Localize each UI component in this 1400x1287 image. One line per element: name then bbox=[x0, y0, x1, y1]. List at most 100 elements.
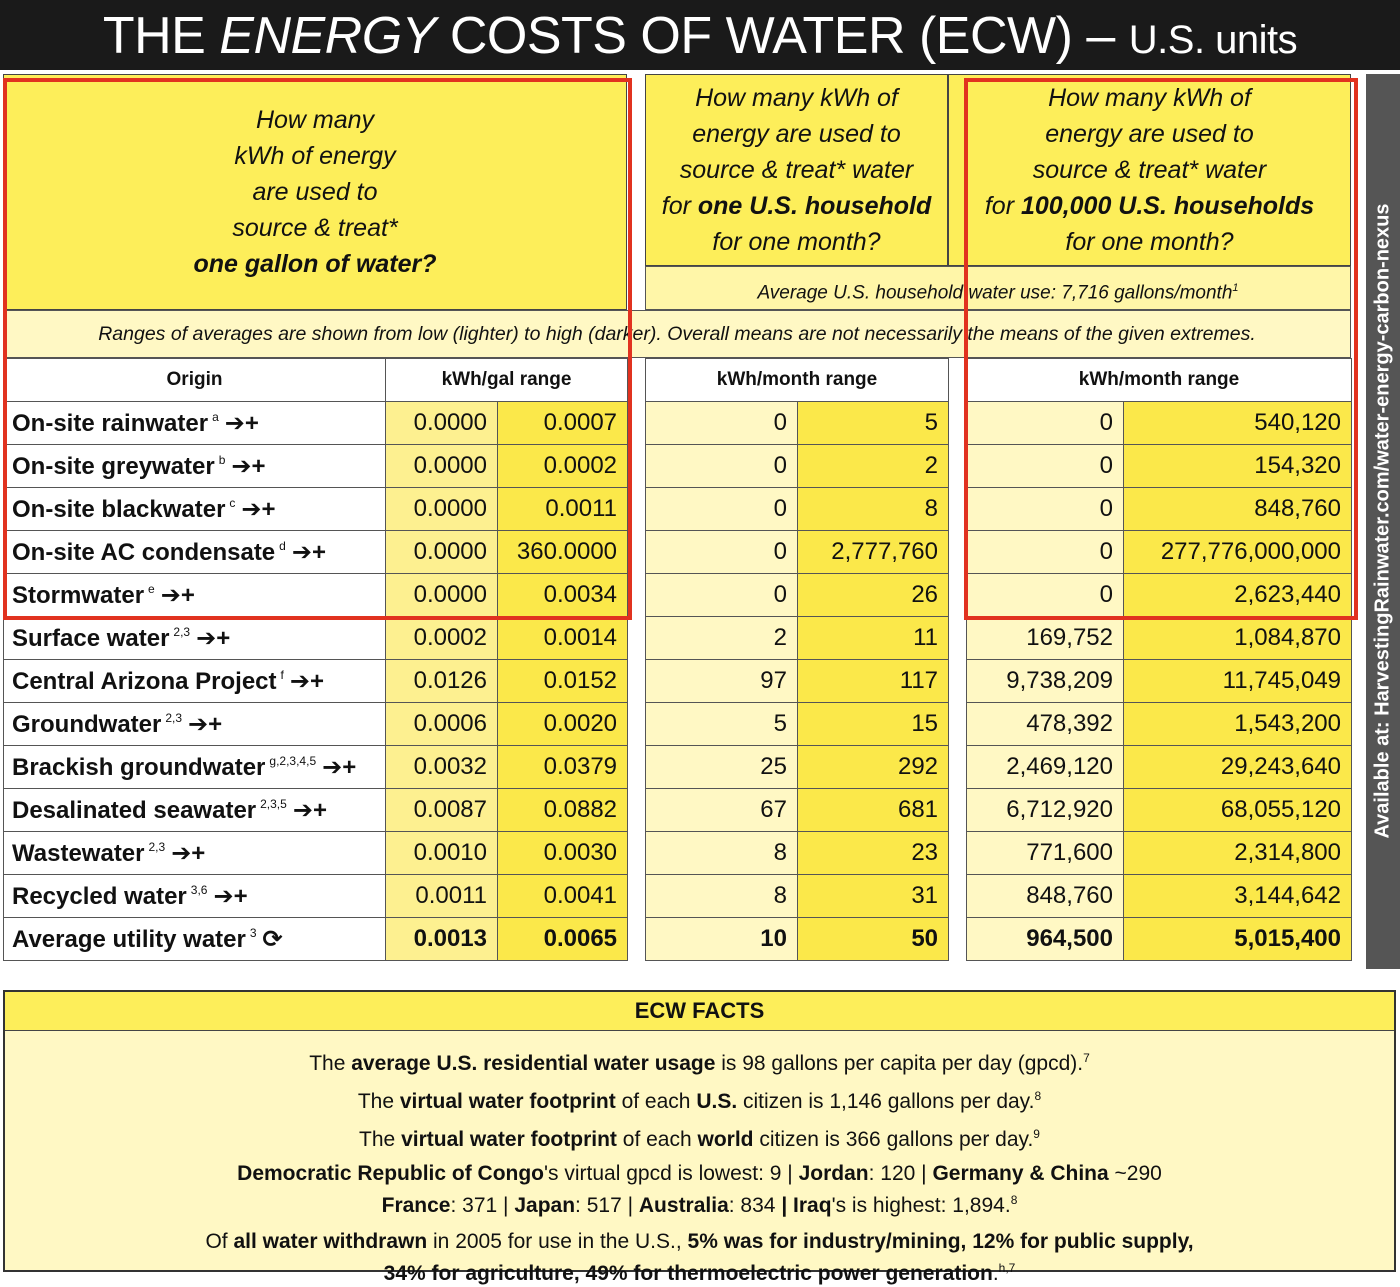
title-main: COSTS OF WATER (ECW) bbox=[449, 7, 1073, 65]
header-line: kWh of energy bbox=[234, 142, 396, 170]
kwh-gal-high: 0.0014 bbox=[496, 616, 629, 660]
header-line: energy are used to bbox=[1045, 120, 1254, 148]
kwh-month-low: 10 bbox=[645, 917, 798, 961]
table-row: On-site rainwater a ➔+ 0.0000 0.0007 bbox=[3, 401, 629, 445]
ecw-facts-panel: ECW FACTS The average U.S. residential w… bbox=[3, 990, 1396, 1285]
origin-cell: On-site greywater b ➔+ bbox=[3, 444, 386, 488]
header-question: one gallon of water? bbox=[193, 250, 437, 278]
kwh-month-100k-high: 3,144,642 bbox=[1122, 874, 1353, 918]
fact-emphasis: France bbox=[381, 1194, 451, 1217]
origin-cell: Wastewater 2,3 ➔+ bbox=[3, 831, 386, 875]
kwh-gal-low: 0.0000 bbox=[385, 487, 498, 531]
fact-withdrawals-1: Of all water withdrawn in 2005 for use i… bbox=[5, 1229, 1394, 1255]
column-header-kwh-month-100k: kWh/month range bbox=[965, 358, 1353, 402]
kwh-month-low: 0 bbox=[645, 573, 798, 617]
table-row: Groundwater 2,3 ➔+ 0.0006 0.0020 bbox=[3, 702, 629, 746]
table-row: 0 2,777,760 bbox=[645, 530, 950, 574]
header-line: source & treat* water bbox=[679, 156, 914, 184]
origin-cell: On-site blackwater c ➔+ bbox=[3, 487, 386, 531]
origin-cell: Desalinated seawater 2,3,5 ➔+ bbox=[3, 788, 386, 832]
table-row: 6,712,920 68,055,120 bbox=[966, 788, 1353, 832]
fact-text: is 98 gallons per capita per day (gpcd). bbox=[721, 1052, 1084, 1075]
table-per-100k-households: kWh/month range 0 540,120 0 154,320 0 848,760… bbox=[965, 358, 1353, 961]
header-line: for bbox=[984, 192, 1015, 220]
title-suffix: U.S. units bbox=[1128, 18, 1298, 62]
table-row: Desalinated seawater 2,3,5 ➔+ 0.0087 0.0882 bbox=[3, 788, 629, 832]
footnote-ref: 8 bbox=[1010, 1193, 1018, 1207]
kwh-gal-low: 0.0013 bbox=[385, 917, 498, 961]
kwh-gal-high: 0.0034 bbox=[496, 573, 629, 617]
kwh-month-100k-low: 6,712,920 bbox=[966, 788, 1124, 832]
table-per-household: kWh/month range 0 5 0 2 0 8 0 2,777,760 0 26 2 11 97… bbox=[644, 358, 950, 961]
column-header-kwh-gal: kWh/gal range bbox=[384, 358, 629, 402]
kwh-month-100k-high: 2,623,440 bbox=[1122, 573, 1353, 617]
kwh-month-100k-high: 29,243,640 bbox=[1122, 745, 1353, 789]
header-line: energy are used to bbox=[692, 120, 901, 148]
origin-label: Brackish groundwater bbox=[12, 753, 266, 781]
kwh-month-high: 5 bbox=[796, 401, 950, 445]
table-row: 10 50 bbox=[645, 917, 950, 961]
footnote-ref: 2,3 bbox=[165, 710, 183, 725]
footnote-ref: 2,3 bbox=[173, 624, 191, 639]
fact-text: The bbox=[359, 1128, 396, 1151]
kwh-month-100k-high: 154,320 bbox=[1122, 444, 1353, 488]
table-row: 0 540,120 bbox=[966, 401, 1353, 445]
kwh-month-low: 8 bbox=[645, 874, 798, 918]
kwh-gal-high: 0.0065 bbox=[496, 917, 629, 961]
table-row: 848,760 3,144,642 bbox=[966, 874, 1353, 918]
footnote-ref: b bbox=[218, 452, 226, 467]
household-usage-note: Average U.S. household water use: 7,716 … bbox=[645, 266, 1351, 310]
kwh-month-high: 15 bbox=[796, 702, 950, 746]
header-line: How many kWh of bbox=[1048, 84, 1251, 112]
origin-label: Recycled water bbox=[12, 882, 187, 910]
table-row: Surface water 2,3 ➔+ 0.0002 0.0014 bbox=[3, 616, 629, 660]
kwh-gal-low: 0.0000 bbox=[385, 573, 498, 617]
kwh-month-high: 50 bbox=[796, 917, 950, 961]
facts-heading: ECW FACTS bbox=[5, 992, 1394, 1031]
fact-emphasis: Australia bbox=[638, 1194, 729, 1217]
origin-label: Groundwater bbox=[12, 710, 162, 738]
table-row: 771,600 2,314,800 bbox=[966, 831, 1353, 875]
fact-text: : 371 | bbox=[450, 1194, 509, 1217]
fact-emphasis: virtual water footprint bbox=[401, 1128, 617, 1151]
origin-cell: Stormwater e ➔+ bbox=[3, 573, 386, 617]
fact-withdrawals-2: 34% for agriculture, 49% for thermoelect… bbox=[5, 1255, 1394, 1287]
origin-label: Wastewater bbox=[12, 839, 145, 867]
table-row: 8 23 bbox=[645, 831, 950, 875]
kwh-month-high: 31 bbox=[796, 874, 950, 918]
kwh-month-100k-low: 0 bbox=[966, 487, 1124, 531]
fact-emphasis: Jordan bbox=[798, 1162, 869, 1185]
kwh-month-100k-low: 9,738,209 bbox=[966, 659, 1124, 703]
header-emphasis: one U.S. household bbox=[697, 192, 932, 220]
origin-symbol: ⟳ bbox=[262, 925, 283, 953]
kwh-month-100k-high: 68,055,120 bbox=[1122, 788, 1353, 832]
kwh-gal-low: 0.0087 bbox=[385, 788, 498, 832]
footnote-ref: e bbox=[148, 581, 155, 596]
kwh-gal-low: 0.0000 bbox=[385, 401, 498, 445]
kwh-month-high: 23 bbox=[796, 831, 950, 875]
kwh-month-100k-low: 0 bbox=[966, 401, 1124, 445]
title-emphasis: ENERGY bbox=[219, 7, 436, 65]
table-row: On-site AC condensate d ➔+ 0.0000 360.0000 bbox=[3, 530, 629, 574]
header-line: How many kWh of bbox=[695, 84, 898, 112]
origin-cell: Brackish groundwater g,2,3,4,5 ➔+ bbox=[3, 745, 386, 789]
kwh-month-100k-high: 2,314,800 bbox=[1122, 831, 1353, 875]
kwh-month-100k-low: 0 bbox=[966, 444, 1124, 488]
origin-symbol: ➔+ bbox=[188, 710, 223, 738]
kwh-gal-low: 0.0002 bbox=[385, 616, 498, 660]
kwh-gal-high: 0.0041 bbox=[496, 874, 629, 918]
kwh-month-high: 681 bbox=[796, 788, 950, 832]
kwh-month-100k-high: 11,745,049 bbox=[1122, 659, 1353, 703]
kwh-month-100k-high: 277,776,000,000 bbox=[1122, 530, 1353, 574]
fact-text: : 517 | bbox=[575, 1194, 634, 1217]
origin-symbol: ➔+ bbox=[196, 624, 231, 652]
kwh-month-100k-high: 1,084,870 bbox=[1122, 616, 1353, 660]
fact-text: The bbox=[357, 1090, 395, 1113]
kwh-month-100k-high: 540,120 bbox=[1122, 401, 1353, 445]
fact-emphasis: 34% for agriculture, 49% for thermoelect… bbox=[383, 1262, 993, 1285]
footnote-ref: 3 bbox=[249, 925, 257, 940]
origin-symbol: ➔+ bbox=[322, 753, 357, 781]
kwh-month-100k-high: 1,543,200 bbox=[1122, 702, 1353, 746]
kwh-month-100k-low: 0 bbox=[966, 530, 1124, 574]
kwh-month-high: 26 bbox=[796, 573, 950, 617]
